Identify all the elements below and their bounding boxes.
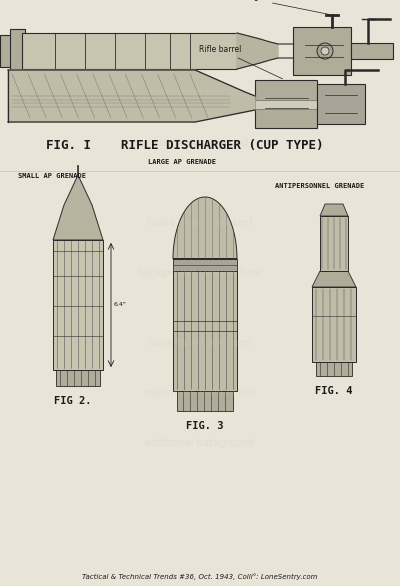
Bar: [56, 370, 100, 386]
Text: FIG 2.: FIG 2.: [54, 396, 92, 406]
Bar: [22, 33, 237, 69]
Text: FIG. 4: FIG. 4: [315, 386, 353, 396]
Bar: [255, 100, 317, 109]
Polygon shape: [173, 197, 237, 259]
Text: Tactical & Technical Trends #36, Oct. 1943, Colli°: LoneSentry.com: Tactical & Technical Trends #36, Oct. 19…: [82, 573, 318, 580]
Text: SMALL AP GRENADE: SMALL AP GRENADE: [18, 173, 86, 179]
Bar: [173, 271, 237, 391]
Polygon shape: [8, 70, 255, 122]
Bar: [312, 287, 356, 362]
Bar: [351, 43, 393, 59]
Polygon shape: [320, 204, 348, 216]
Bar: [173, 259, 237, 271]
Bar: [255, 80, 317, 128]
Text: FIG. I    RIFLE DISCHARGER (CUP TYPE): FIG. I RIFLE DISCHARGER (CUP TYPE): [46, 139, 324, 152]
Text: additional background: additional background: [145, 438, 255, 448]
Bar: [177, 391, 233, 411]
Text: Rifle barrel: Rifle barrel: [199, 45, 282, 79]
Circle shape: [321, 47, 329, 55]
Text: watermark overlay text: watermark overlay text: [143, 388, 257, 398]
Polygon shape: [53, 175, 103, 240]
Bar: [320, 216, 348, 271]
Text: Rifle foresight: Rifle foresight: [213, 0, 329, 15]
Circle shape: [317, 43, 333, 59]
Bar: [316, 362, 352, 376]
Text: background content here: background content here: [138, 268, 262, 278]
Text: material in this issue: material in this issue: [149, 88, 251, 98]
Text: more faded text here: more faded text here: [148, 338, 252, 348]
Text: FIG. 3: FIG. 3: [186, 421, 224, 431]
Polygon shape: [312, 271, 356, 287]
Bar: [317, 84, 365, 124]
Bar: [53, 240, 103, 370]
Bar: [0, 35, 12, 67]
Text: some background faded text: some background faded text: [130, 138, 270, 148]
Text: 6.4": 6.4": [114, 302, 127, 308]
Text: LARGE AP GRENADE: LARGE AP GRENADE: [148, 159, 216, 165]
Bar: [10, 29, 25, 73]
Text: faded watermark text: faded watermark text: [147, 218, 253, 228]
Polygon shape: [237, 33, 278, 69]
Bar: [293, 27, 351, 75]
Text: ANTIPERSONNEL GRENADE: ANTIPERSONNEL GRENADE: [275, 183, 364, 189]
